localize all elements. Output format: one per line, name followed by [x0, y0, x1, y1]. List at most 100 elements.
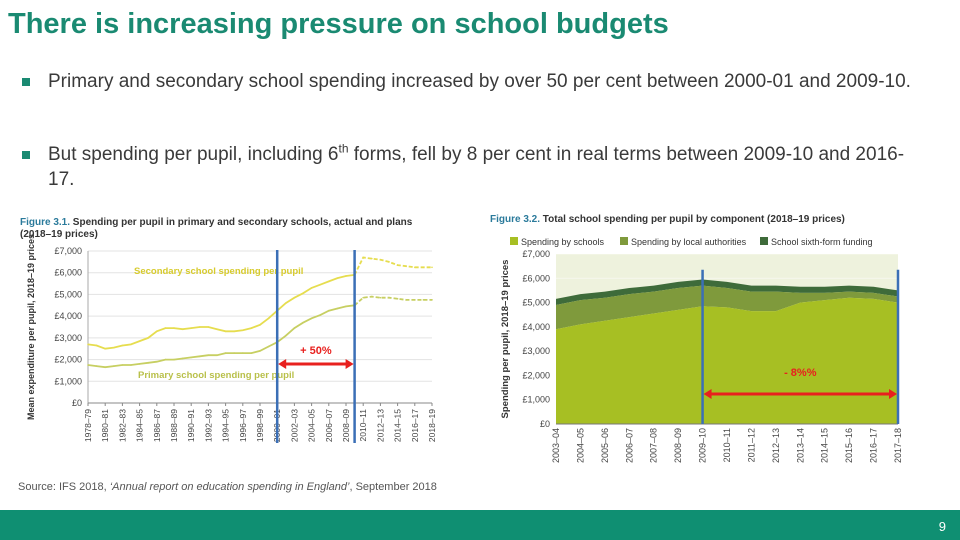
data-point	[190, 356, 192, 359]
data-point	[181, 328, 184, 330]
data-point	[147, 337, 149, 339]
data-point	[371, 295, 373, 298]
data-point	[164, 327, 167, 329]
x-tick-label: 2016–17	[410, 409, 420, 442]
y-tick-label: £0	[540, 419, 550, 429]
data-point	[130, 343, 132, 346]
data-point	[199, 355, 201, 358]
data-point	[250, 327, 253, 329]
legend-label: Spending by local authorities	[631, 237, 747, 247]
data-point	[250, 352, 253, 354]
page-title: There is increasing pressure on school b…	[8, 8, 669, 40]
data-point	[336, 277, 339, 279]
data-point	[293, 327, 296, 329]
data-point	[164, 358, 167, 361]
figure-title-text: Total school spending per pupil by compo…	[542, 214, 845, 225]
x-tick-label: 2007–08	[649, 428, 659, 463]
x-tick-label: 1998–99	[255, 409, 265, 442]
x-tick-label: 2009–10	[698, 428, 708, 463]
data-point	[310, 287, 313, 289]
x-tick-label: 2006–07	[624, 428, 634, 463]
data-point	[121, 364, 124, 366]
data-point	[267, 345, 270, 348]
x-tick-label: 1980–81	[100, 409, 110, 442]
bullet-item: But spending per pupil, including 6th fo…	[22, 142, 922, 192]
x-tick-label: 1992–93	[203, 409, 213, 442]
data-point	[345, 305, 347, 308]
x-tick-label: 1988–89	[169, 409, 179, 442]
y-tick-label: £7,000	[522, 249, 550, 259]
data-point	[310, 317, 313, 320]
data-point	[233, 352, 235, 354]
data-point	[362, 256, 365, 259]
y-axis-label: Mean expenditure per pupil, 2018–19 pric…	[26, 234, 36, 420]
bullet-text: Primary and secondary school spending in…	[48, 71, 911, 92]
legend-swatch	[620, 237, 628, 245]
data-point	[207, 326, 210, 328]
bullet-text-part: forms, fell by 8 per cent in real terms …	[48, 144, 905, 190]
y-tick-label: £5,000	[54, 289, 82, 299]
data-point	[405, 299, 408, 301]
data-point	[87, 343, 89, 346]
footer-bar: 9	[0, 510, 960, 540]
bullet-text-part: But spending per pupil, including 6	[48, 144, 339, 165]
x-tick-label: 2016–17	[869, 428, 879, 463]
legend-swatch	[510, 237, 518, 245]
data-point	[396, 297, 399, 300]
data-point	[328, 280, 330, 283]
bullet-text: But spending per pupil, including 6th fo…	[22, 142, 922, 192]
x-tick-label: 1996–97	[238, 409, 248, 442]
chart-title: Figure 3.1. Spending per pupil in primar…	[20, 217, 440, 241]
data-point	[302, 321, 304, 324]
x-tick-label: 1986–87	[152, 409, 162, 442]
series-label-primary: Primary school spending per pupil	[138, 370, 294, 381]
x-tick-label: 2013–14	[795, 428, 805, 463]
x-tick-label: 2002–03	[289, 409, 299, 442]
data-point	[190, 327, 192, 329]
source-prefix: Source: IFS 2018,	[18, 481, 110, 493]
source-title: ‘Annual report on education spending in …	[109, 481, 350, 493]
data-point	[233, 330, 235, 333]
data-point	[224, 352, 227, 354]
data-point	[156, 360, 158, 363]
x-tick-label: 1982–83	[117, 409, 127, 442]
data-point	[259, 350, 261, 352]
annotation-label: - 8%%	[784, 367, 817, 379]
x-tick-label: 2005–06	[600, 428, 610, 463]
data-point	[113, 365, 115, 367]
series-line-plan-secondary	[353, 256, 432, 276]
x-tick-label: 2011–12	[746, 428, 756, 462]
data-point	[95, 344, 98, 347]
y-tick-label: £5,000	[522, 298, 550, 308]
x-tick-label: 2017–18	[893, 428, 903, 463]
area-chart-svg: Spending by schools Spending by local aut…	[500, 237, 903, 463]
data-point	[242, 329, 244, 332]
arrowhead-left-icon	[703, 389, 712, 399]
x-tick-label: 1984–85	[135, 409, 145, 442]
data-point	[156, 330, 158, 333]
source-citation: Source: IFS 2018, ‘Annual report on educ…	[18, 481, 437, 493]
data-point	[388, 261, 390, 263]
data-point	[138, 340, 141, 342]
data-point	[173, 327, 175, 329]
y-axis-label: Spending per pupil, 2018–19 prices	[500, 260, 511, 419]
arrowhead-left-icon	[278, 359, 287, 369]
series-label-secondary: Secondary school spending per pupil	[134, 266, 303, 277]
data-point	[207, 354, 210, 357]
x-tick-label: 2012–13	[771, 428, 781, 463]
area-schools	[556, 297, 898, 424]
data-point	[181, 357, 184, 360]
x-tick-label: 2010–11	[722, 428, 732, 462]
x-tick-label: 2012–13	[375, 409, 385, 442]
page-number: 9	[938, 519, 946, 534]
data-point	[224, 330, 227, 333]
data-point	[362, 296, 365, 299]
legend-label: School sixth-form funding	[771, 237, 873, 247]
y-tick-label: £1,000	[54, 376, 82, 386]
data-point	[422, 266, 425, 269]
arrowhead-right-icon	[345, 359, 354, 369]
data-point	[422, 299, 425, 301]
x-tick-label: 1994–95	[221, 409, 231, 442]
data-point	[414, 299, 416, 301]
chart-spending-by-component: Figure 3.2. Total school spending per pu…	[490, 210, 910, 472]
